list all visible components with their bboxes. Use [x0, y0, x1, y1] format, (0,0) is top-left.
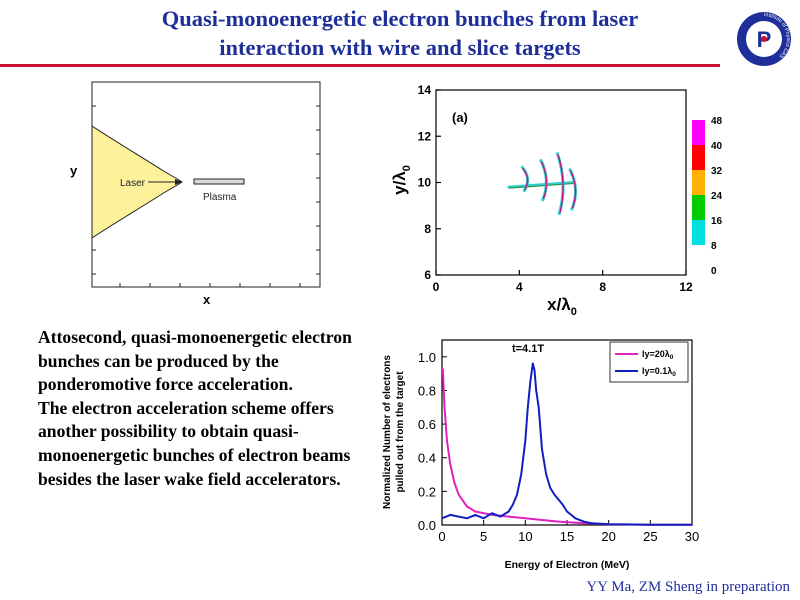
- density-arc-core-4: [569, 170, 577, 209]
- spectrum-x-tick-label: 10: [518, 529, 532, 544]
- plasma-slab: [193, 178, 245, 185]
- schematic-figure: Laser Plasma y x: [70, 81, 321, 307]
- spectrum-annotation: t=4.1T: [512, 343, 544, 355]
- colorbar-tick-label: 32: [711, 166, 723, 177]
- colorbar-tick-label: 8: [711, 241, 717, 252]
- density-x-tick-label: 4: [516, 280, 523, 294]
- spectrum-y-tick-label: 0.6: [418, 417, 436, 432]
- schematic-xlabel: x: [203, 292, 211, 307]
- density-y-tick-label: 14: [418, 83, 432, 97]
- slide-title: Quasi-monoenergetic electron bunches fro…: [0, 4, 800, 62]
- spectrum-y-tick-label: 1.0: [418, 350, 436, 365]
- body-paragraph-2: The electron acceleration scheme offers …: [38, 397, 351, 489]
- schematic-ylabel: y: [70, 163, 78, 178]
- spectrum-y-tick-label: 0.4: [418, 451, 436, 466]
- density-arc-core-3: [557, 154, 564, 214]
- energy-spectrum-chart: 0 5 10 15 20 25 30 0.0 0.2 0.4 0.6 0.8 1.0 t=4.1T ly…: [382, 339, 699, 571]
- colorbar-tick-label: 24: [711, 191, 723, 202]
- title-rule: [0, 64, 720, 67]
- laser-pulse-shape: [91, 125, 183, 239]
- spectrum-series-1: [441, 362, 693, 526]
- colorbar-segment: [692, 220, 705, 245]
- density-arc-core-2: [540, 161, 548, 200]
- density-x-tick-label: 8: [599, 280, 606, 294]
- legend-label-wide: ly=20λ0: [642, 349, 674, 361]
- colorbar-segment: [692, 120, 705, 145]
- spectrum-y-tick-label: 0.0: [418, 518, 436, 533]
- density-x-tick-label: 0: [433, 280, 440, 294]
- credit-line: YY Ma, ZM Sheng in preparation: [586, 579, 790, 595]
- institute-logo: Institute of Physics CAS P: [737, 12, 791, 66]
- spectrum-legend: ly=20λ0 ly=0.1λ0: [609, 341, 689, 383]
- density-y-tick-label: 12: [418, 129, 432, 143]
- colorbar-segment: [692, 170, 705, 195]
- colorbar-segment: [692, 145, 705, 170]
- spectrum-xlabel: Energy of Electron (MeV): [505, 559, 630, 571]
- colorbar-segment: [692, 195, 705, 220]
- spectrum-x-tick-label: 5: [480, 529, 487, 544]
- colorbar-tick-label: 48: [711, 116, 723, 127]
- title-line-2: interaction with wire and slice targets: [219, 35, 581, 60]
- body-text: Attosecond, quasi-monoenergetic electron…: [38, 326, 370, 491]
- density-xlabel: x/λ0: [547, 295, 577, 318]
- density-y-tick-label: 8: [424, 222, 431, 236]
- panel-label: (a): [452, 110, 468, 125]
- density-arc-core-1: [522, 167, 529, 191]
- title-line-1: Quasi-monoenergetic electron bunches fro…: [161, 6, 639, 31]
- spectrum-x-tick-label: 0: [438, 529, 445, 544]
- body-paragraph-1: Attosecond, quasi-monoenergetic electron…: [38, 327, 352, 395]
- density-y-tick-label: 6: [424, 268, 431, 282]
- spectrum-x-tick-label: 20: [601, 529, 615, 544]
- spectrum-x-tick-label: 25: [643, 529, 657, 544]
- spectrum-y-tick-label: 0.2: [418, 484, 436, 499]
- spectrum-ylabel-line-1: Normalized Number of electrons: [382, 355, 393, 509]
- legend-label-thin: ly=0.1λ0: [642, 366, 676, 378]
- laser-label: Laser: [120, 178, 146, 189]
- spectrum-ylabel-line-2: pulled out from the target: [395, 371, 406, 493]
- density-ylabel: y/λ0: [390, 165, 413, 195]
- spectrum-x-tick-label: 15: [560, 529, 574, 544]
- colorbar-tick-label: 40: [711, 141, 723, 152]
- colorbar-tick-label: 16: [711, 216, 723, 227]
- density-x-tick-label: 12: [679, 280, 693, 294]
- spectrum-y-tick-label: 0.8: [418, 383, 436, 398]
- density-y-tick-label: 10: [418, 176, 432, 190]
- colorbar-tick-label: 0: [711, 266, 717, 277]
- plasma-label: Plasma: [203, 192, 237, 203]
- spectrum-x-tick-label: 30: [685, 529, 699, 544]
- colorbar-segment: [692, 245, 705, 270]
